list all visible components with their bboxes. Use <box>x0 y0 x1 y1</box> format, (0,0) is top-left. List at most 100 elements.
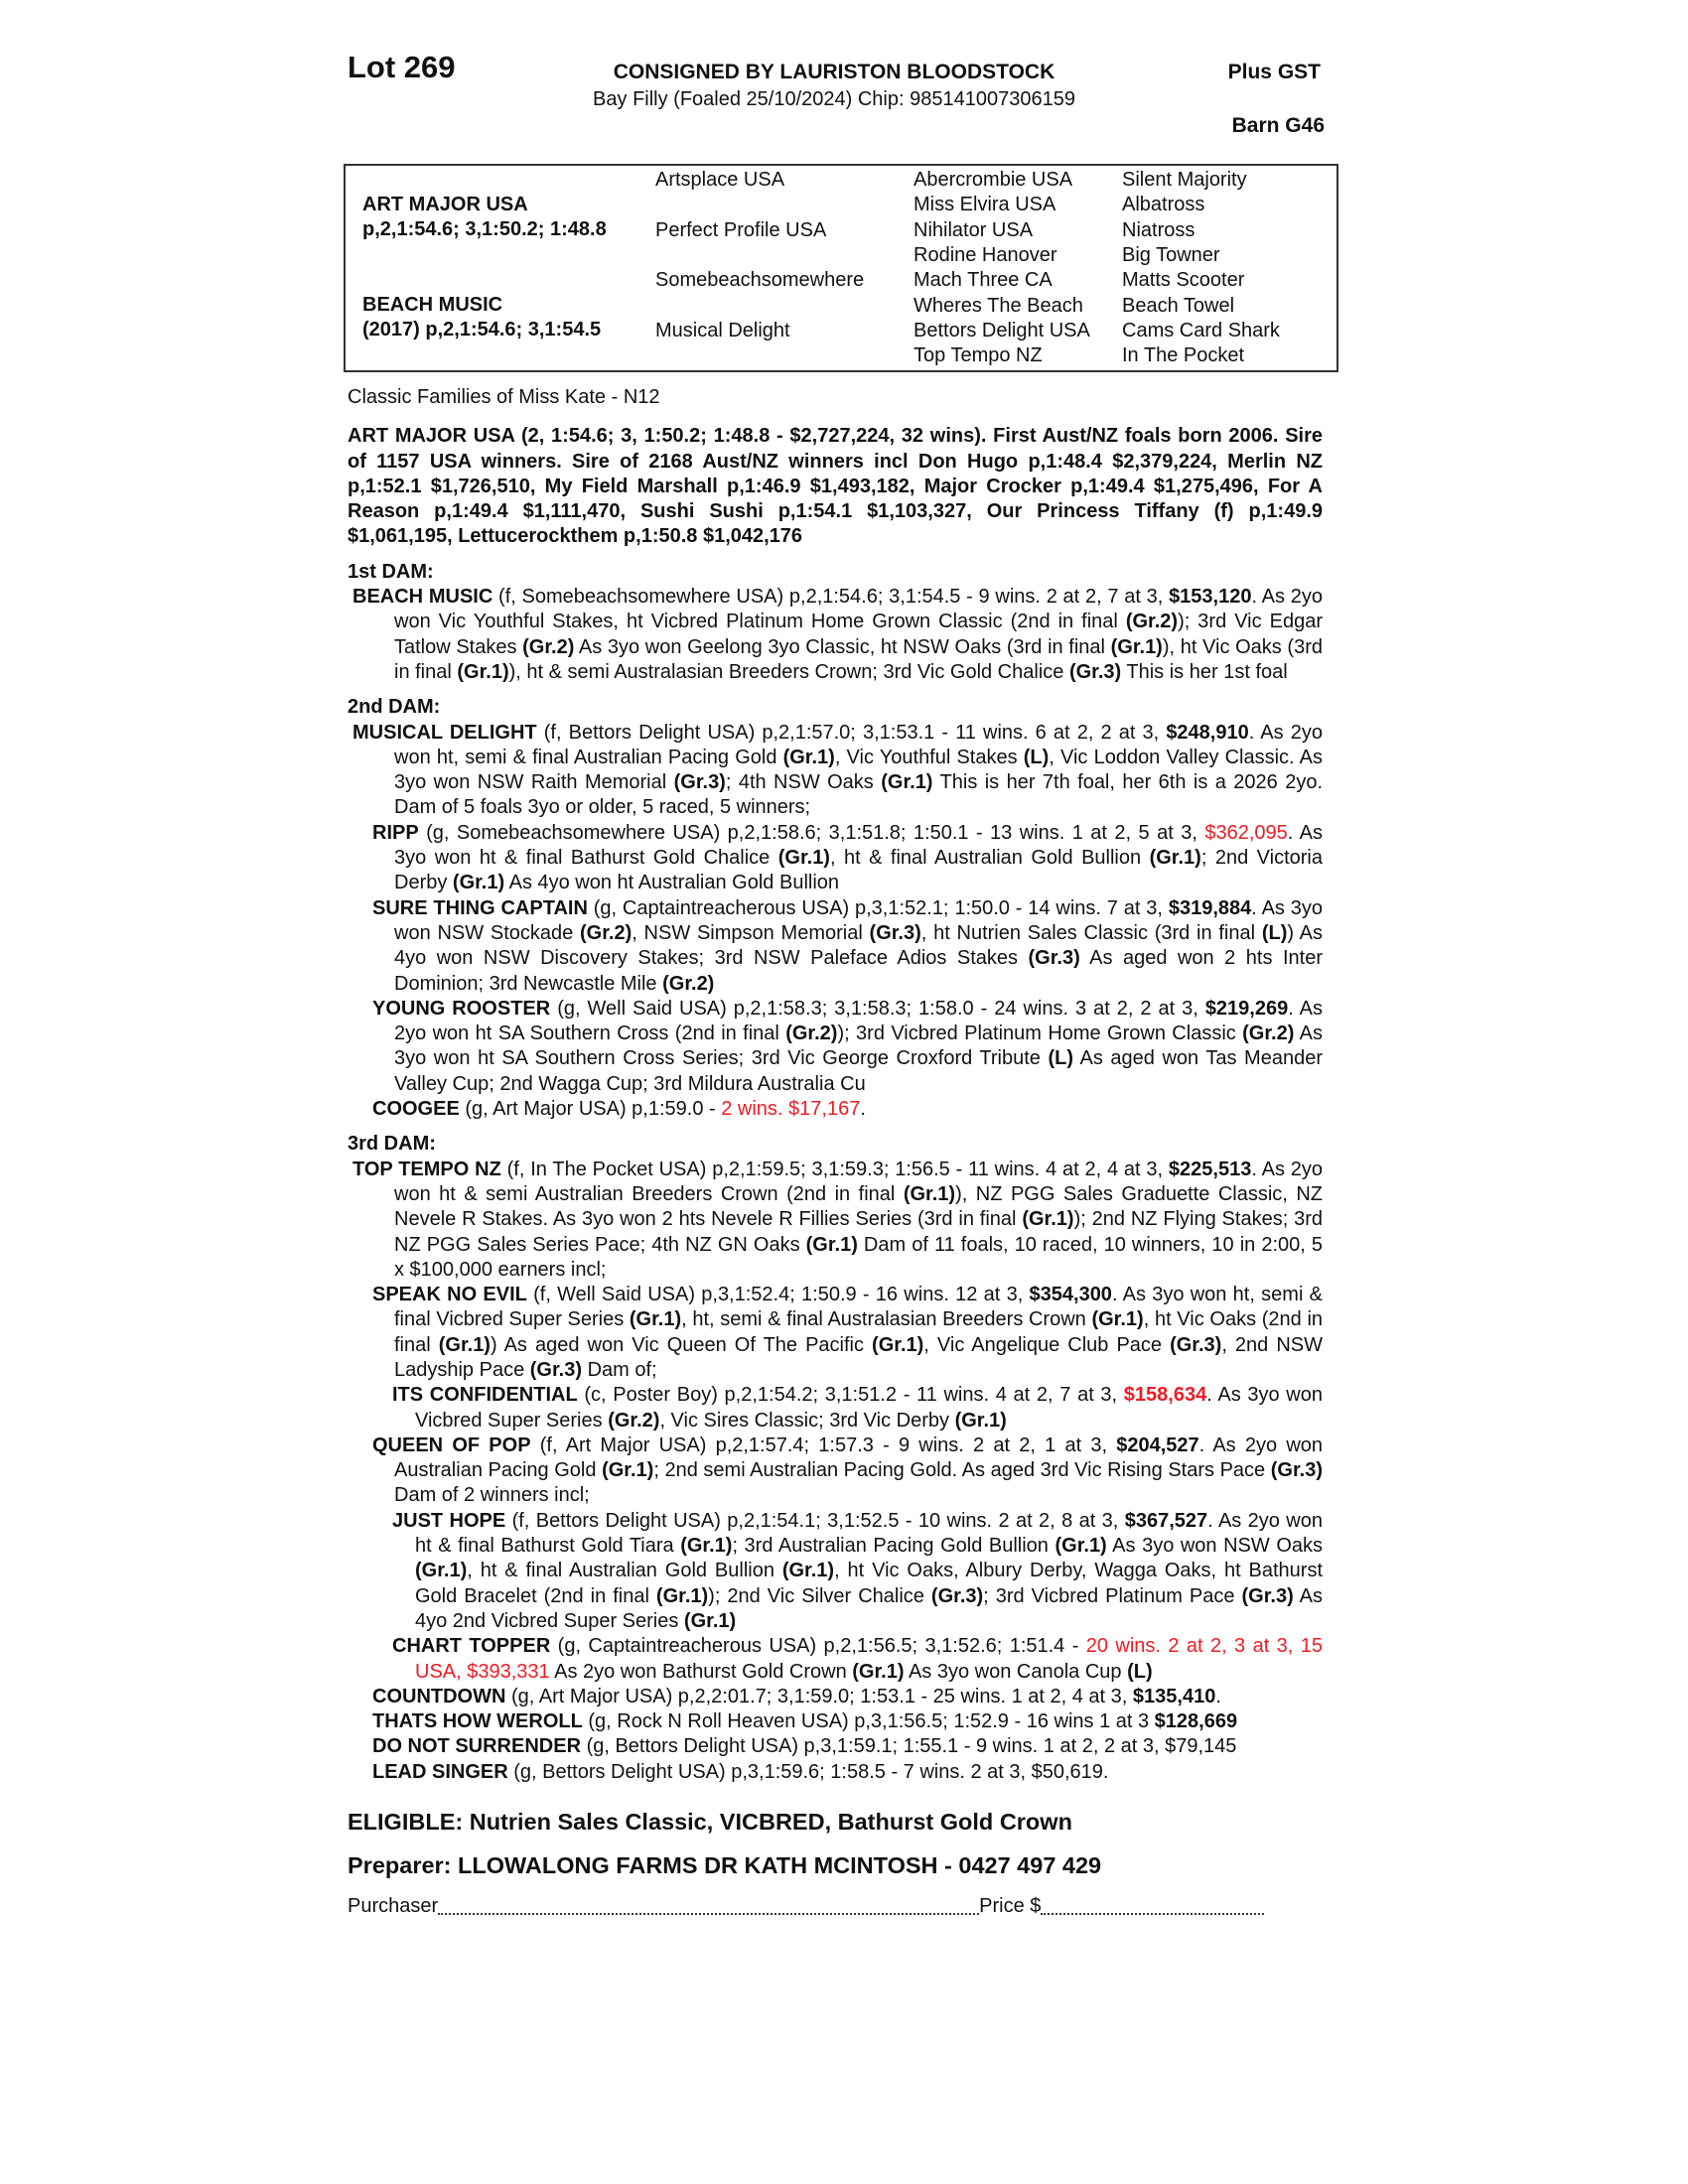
entry-text: (Gr.2) <box>785 1023 838 1045</box>
barn-number: Barn G46 <box>1231 114 1325 137</box>
entry-text: (Gr.1) <box>629 1308 682 1331</box>
entry-text: , NSW Simpson Memorial <box>632 921 870 944</box>
entry-text: (L) <box>1023 746 1050 768</box>
entry-text: (g, Captaintreacherous USA) p,3,1:52.1; … <box>587 896 1169 919</box>
purchase-line: Purchaser Price $ <box>348 1894 1271 1919</box>
entry-text: As aged won Tas Meander Valley Cup; 2nd … <box>394 1047 1323 1095</box>
pedigree-great-grandparent: Rodine Hanover <box>914 243 1057 266</box>
entry-text: Dam of; <box>582 1358 657 1381</box>
entry-text: (Gr.1) <box>655 1584 709 1607</box>
horse-name: QUEEN OF POP <box>372 1433 531 1456</box>
purchaser-field[interactable] <box>438 1897 980 1916</box>
entry-text: , Vic Sires Classic; 3rd Vic Derby <box>659 1409 955 1432</box>
entry-text: (Gr.1) <box>903 1182 956 1205</box>
horse-description: Bay Filly (Foaled 25/10/2024) Chip: 9851… <box>593 88 1075 110</box>
entry-text: ) As aged won Vic Queen Of The Pacific <box>490 1333 873 1356</box>
pedigree-great-great-grandparent: Cams Card Shark <box>1122 319 1280 341</box>
entry-text: (Gr.3) <box>1241 1584 1294 1607</box>
horse-name: RIPP <box>372 821 419 844</box>
price-field[interactable] <box>1041 1897 1265 1916</box>
entry-text: (Gr.1) <box>1149 847 1201 870</box>
pedigree-great-great-grandparent: Niatross <box>1122 218 1196 241</box>
entry-text: ), ht Vic Oaks (3rd in final <box>394 635 1323 683</box>
entry-text: $219,269 <box>1204 997 1289 1020</box>
entry-text: As 3yo won NSW Oaks <box>1106 1535 1323 1558</box>
entry-text: (Gr.1) <box>415 1560 468 1582</box>
entry-text: . <box>860 1098 866 1121</box>
entry-text: (f, Bettors Delight USA) p,2,1:54.1; 3,1… <box>505 1509 1125 1532</box>
horse-name: COOGEE <box>372 1098 460 1121</box>
entry-text: (g, Bettors Delight USA) p,3,1:59.6; 1:5… <box>507 1760 1109 1783</box>
entry-text: , ht, semi & final Australasian Breeders… <box>681 1308 1092 1331</box>
entry-text: ; 3rd Vicbred Platinum Pace <box>983 1584 1242 1607</box>
pedigree-great-great-grandparent: In The Pocket <box>1122 344 1245 367</box>
entry-text: , Vic Angelique Club Pace <box>923 1333 1171 1356</box>
pedigree-great-great-grandparent: Beach Towel <box>1122 294 1235 317</box>
pedigree-great-great-grandparent: Big Towner <box>1122 243 1220 266</box>
pedigree-sire-record: p,2,1:54.6; 3,1:50.2; 1:48.8 <box>362 218 607 240</box>
entry-text: (Gr.2) <box>522 635 575 658</box>
entry-text: (Gr.1) <box>1022 1208 1074 1231</box>
entry-text: (Gr.2) <box>1125 611 1179 633</box>
pedigree-great-grandparent: Top Tempo NZ <box>914 344 1043 367</box>
entry-text: $204,527 <box>1116 1433 1199 1456</box>
entry-text: ); 3rd Vic Edgar Tatlow Stakes <box>394 611 1323 658</box>
purchaser-label: Purchaser <box>348 1895 439 1918</box>
entry-text: (g, Somebeachsomewhere USA) p,2,1:58.6; … <box>418 821 1205 844</box>
entry-text: (g, Art Major USA) p,1:59.0 - <box>459 1098 722 1121</box>
entry-text: , ht & final Australian Gold Bullion <box>467 1560 782 1582</box>
pedigree-great-grandparent: Nihilator USA <box>914 218 1034 241</box>
entry-text: (g, Art Major USA) p,2,2:01.7; 3,1:59.0;… <box>505 1685 1133 1707</box>
entry-text: (Gr.1) <box>1091 1308 1144 1331</box>
horse-name: SURE THING CAPTAIN <box>372 896 588 919</box>
entry-text: . As 2yo won ht SA Southern Cross (2nd i… <box>394 997 1323 1045</box>
price-label: Price $ <box>979 1895 1042 1918</box>
catalogue-body: Classic Families of Miss Kate - N12 ART … <box>348 385 1323 1919</box>
pedigree-table: ART MAJOR USA p,2,1:54.6; 3,1:50.2; 1:48… <box>344 164 1338 372</box>
entry-text: $354,300 <box>1029 1284 1112 1306</box>
entry-text: This is her 7th foal, her 6th is a 2026 … <box>394 771 1323 819</box>
entry-text: (L) <box>1261 921 1288 944</box>
entry-text: (Gr.1) <box>602 1459 654 1482</box>
entry-text: $319,884 <box>1168 896 1252 919</box>
progeny-entry: THATS HOW WEROLL (g, Rock N Roll Heaven … <box>348 1709 1323 1734</box>
entry-text: (g, Captaintreacherous USA) p,2,1:56.5; … <box>550 1635 1086 1658</box>
pedigree-great-grandparent: Mach Three CA <box>914 269 1053 292</box>
pedigree-great-grandparent: Abercrombie USA <box>914 169 1073 191</box>
horse-name: TOP TEMPO NZ <box>352 1158 501 1180</box>
entry-text: (Gr.3) <box>869 921 921 944</box>
progeny-entry: YOUNG ROOSTER (g, Well Said USA) p,2,1:5… <box>348 997 1323 1097</box>
progeny-entry: CHART TOPPER (g, Captaintreacherous USA)… <box>348 1634 1323 1685</box>
highlight-text: 2 wins. $17,167 <box>721 1098 861 1121</box>
pedigree-grandparent: Artsplace USA <box>655 169 785 191</box>
entry-text: . As 3yo won ht & final Bathurst Gold Ch… <box>394 821 1323 870</box>
entry-text: . As 2yo won ht & final Bathurst Gold Ti… <box>415 1509 1323 1558</box>
pedigree-dam: BEACH MUSIC <box>362 294 503 316</box>
progeny-entry: BEACH MUSIC (f, Somebeachsomewhere USA) … <box>348 585 1323 685</box>
entry-text: As 4yo 2nd Vicbred Super Series <box>415 1584 1324 1632</box>
entry-text: (Gr.2) <box>580 921 633 944</box>
entry-text: ); 3rd Vicbred Platinum Home Grown Class… <box>837 1023 1243 1045</box>
entry-text: . As 2yo won ht & semi Australian Breede… <box>394 1158 1324 1205</box>
pedigree-great-great-grandparent: Silent Majority <box>1122 169 1247 191</box>
entry-text: , 2nd NSW Ladyship Pace <box>394 1333 1323 1381</box>
entry-text: (Gr.1) <box>872 1333 924 1356</box>
entry-text: ); 2nd NZ Flying Stakes; 3rd NZ PGG Sale… <box>394 1208 1324 1256</box>
consignor: CONSIGNED BY LAURISTON BLOODSTOCK <box>613 61 1055 83</box>
entry-text: ; 2nd semi Australian Pacing Gold. As ag… <box>653 1459 1271 1482</box>
entry-text: As 4yo won ht Australian Gold Bullion <box>504 872 840 894</box>
entry-text: . As 3yo won Vicbred Super Series <box>415 1384 1323 1432</box>
entry-text: . As 2yo won Vic Youthful Stakes, ht Vic… <box>394 586 1323 633</box>
family-line: Classic Families of Miss Kate - N12 <box>348 386 660 408</box>
horse-name: CHART TOPPER <box>392 1635 551 1658</box>
entry-text: (Gr.3) <box>673 771 726 794</box>
progeny-entry: DO NOT SURRENDER (g, Bettors Delight USA… <box>348 1734 1323 1759</box>
entry-text: $128,669 <box>1154 1710 1238 1733</box>
pedigree-great-grandparent: Wheres The Beach <box>914 294 1083 317</box>
progeny-entry: RIPP (g, Somebeachsomewhere USA) p,2,1:5… <box>348 821 1323 896</box>
pedigree-great-great-grandparent: Matts Scooter <box>1122 269 1245 292</box>
entry-text: (Gr.1) <box>781 1560 835 1582</box>
entry-text: (Gr.1) <box>683 1609 737 1632</box>
horse-name: COUNTDOWN <box>372 1685 506 1707</box>
horse-name: SPEAK NO EVIL <box>372 1284 527 1306</box>
